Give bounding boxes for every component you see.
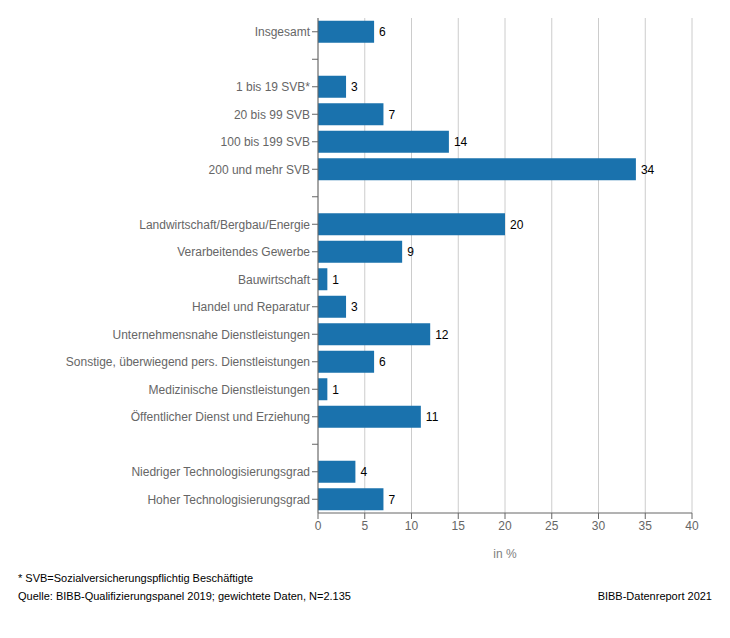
html-text:BIBB-Datenreport 2021: BIBB-Datenreport 2021	[597, 590, 712, 602]
svg-text:6: 6	[379, 355, 386, 369]
svg-text:40: 40	[685, 519, 699, 533]
svg-text:1: 1	[332, 273, 339, 287]
html-text:Quelle: BIBB-Qualifizierungspa: Quelle: BIBB-Qualifizierungspanel 2019; …	[18, 590, 351, 602]
svg-text:in %: in %	[493, 547, 517, 561]
svg-text:35: 35	[639, 519, 653, 533]
svg-text:Unternehmensnahe Dienstleistun: Unternehmensnahe Dienstleistungen	[113, 328, 310, 342]
svg-text:Bauwirtschaft: Bauwirtschaft	[238, 273, 311, 287]
svg-text:1 bis 19 SVB*: 1 bis 19 SVB*	[236, 80, 310, 94]
svg-text:1: 1	[332, 383, 339, 397]
svg-text:Niedriger Technologisierungsgr: Niedriger Technologisierungsgrad	[131, 465, 310, 479]
svg-text:34: 34	[641, 163, 655, 177]
svg-text:6: 6	[379, 25, 386, 39]
svg-text:20 bis 99 SVB: 20 bis 99 SVB	[234, 108, 310, 122]
svg-text:5: 5	[361, 519, 368, 533]
svg-text:200 und mehr SVB: 200 und mehr SVB	[209, 163, 310, 177]
svg-text:7: 7	[388, 493, 395, 507]
svg-text:Handel und Reparatur: Handel und Reparatur	[192, 300, 310, 314]
svg-text:30: 30	[592, 519, 606, 533]
svg-text:11: 11	[426, 410, 439, 424]
svg-text:15: 15	[452, 519, 466, 533]
svg-text:9: 9	[407, 245, 414, 259]
svg-text:3: 3	[351, 80, 358, 94]
svg-text:0: 0	[315, 519, 322, 533]
svg-text:Öffentlicher Dienst und Erzieh: Öffentlicher Dienst und Erziehung	[131, 410, 310, 424]
html-text:* SVB=Sozialversicherungspflic: * SVB=Sozialversicherungspflichtig Besch…	[18, 572, 254, 584]
svg-text:Verarbeitendes Gewerbe: Verarbeitendes Gewerbe	[177, 245, 310, 259]
svg-text:10: 10	[405, 519, 419, 533]
svg-text:20: 20	[510, 218, 524, 232]
svg-text:Insgesamt: Insgesamt	[255, 25, 311, 39]
svg-text:20: 20	[498, 519, 512, 533]
svg-text:Landwirtschaft/Bergbau/Energie: Landwirtschaft/Bergbau/Energie	[139, 218, 310, 232]
svg-text:25: 25	[545, 519, 559, 533]
svg-text:14: 14	[454, 135, 468, 149]
svg-text:3: 3	[351, 300, 358, 314]
svg-text:100 bis 199 SVB: 100 bis 199 SVB	[221, 135, 310, 149]
svg-text:Medizinische Dienstleistungen: Medizinische Dienstleistungen	[149, 383, 310, 397]
svg-text:4: 4	[360, 465, 367, 479]
svg-text:Hoher Technologisierungsgrad: Hoher Technologisierungsgrad	[147, 493, 310, 507]
svg-text:12: 12	[435, 328, 449, 342]
svg-text:7: 7	[388, 108, 395, 122]
svg-text:Sonstige, überwiegend pers. Di: Sonstige, überwiegend pers. Dienstleistu…	[66, 355, 310, 369]
